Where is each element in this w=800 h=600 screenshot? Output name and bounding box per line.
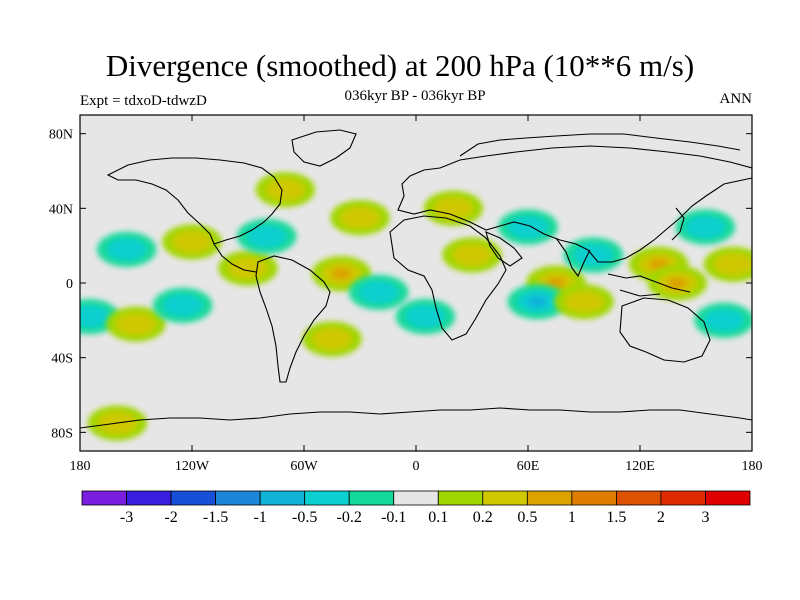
x-axis-ticks: 180 120W 60W 0 60E 120E 180 bbox=[70, 115, 763, 474]
colorbar-swatch bbox=[616, 490, 662, 506]
anomaly-region bbox=[694, 302, 752, 338]
colorbar-swatch bbox=[705, 490, 751, 506]
anomaly-region bbox=[675, 209, 736, 245]
anomaly-region bbox=[330, 200, 390, 236]
y-tick-label: 40S bbox=[51, 352, 73, 367]
anomaly-region bbox=[96, 231, 157, 267]
coastline-japan bbox=[671, 207, 685, 241]
colorbar-swatch bbox=[482, 490, 528, 506]
anomaly-region bbox=[507, 284, 568, 320]
anomaly-region bbox=[162, 224, 222, 260]
colorbar-swatch bbox=[259, 490, 306, 506]
colorbar-swatch bbox=[571, 490, 617, 506]
coastline-maritime-continent bbox=[607, 273, 691, 297]
anomaly-region bbox=[395, 299, 456, 335]
coastline-central-america bbox=[213, 243, 257, 273]
coastline-australia bbox=[619, 297, 711, 363]
coastline-eurasia bbox=[397, 145, 752, 263]
anomaly-region bbox=[348, 274, 409, 310]
divergence-field bbox=[80, 172, 752, 441]
coastline-india bbox=[555, 237, 591, 278]
colorbar-swatch bbox=[526, 490, 573, 506]
colorbar-swatch bbox=[304, 490, 350, 506]
y-tick-label: 0 bbox=[66, 277, 73, 292]
colorbar-label: -2 bbox=[164, 509, 177, 526]
colorbar-swatch bbox=[170, 490, 216, 506]
x-tick-label: 60E bbox=[517, 459, 540, 474]
colorbar-swatch bbox=[215, 490, 261, 506]
colorbar-label: 3 bbox=[701, 509, 709, 526]
coastline-south-america bbox=[255, 255, 331, 383]
colorbar-label: 1 bbox=[568, 509, 576, 526]
colorbar-swatch bbox=[437, 490, 484, 506]
anomaly-region bbox=[106, 306, 166, 342]
colorbar-label: -3 bbox=[120, 509, 133, 526]
anomaly-region bbox=[302, 321, 362, 357]
colorbar-label: -1.5 bbox=[203, 509, 228, 526]
anomaly-region bbox=[498, 209, 558, 245]
y-tick-label: 80N bbox=[49, 128, 73, 143]
colorbar-swatch bbox=[126, 490, 172, 506]
colorbar-label: -1 bbox=[253, 509, 266, 526]
anomaly-region bbox=[218, 250, 278, 286]
anomaly-region bbox=[703, 246, 752, 282]
anomaly-region bbox=[442, 237, 502, 273]
coastline-africa bbox=[389, 215, 507, 341]
colorbar-label: 0.1 bbox=[428, 509, 448, 526]
colorbar-label: 1.5 bbox=[606, 509, 626, 526]
season-label: ANN bbox=[719, 91, 753, 107]
map-title: Divergence (smoothed) at 200 hPa (10**6 … bbox=[105, 48, 695, 83]
x-tick-label: 180 bbox=[742, 459, 763, 474]
x-tick-label: 120W bbox=[175, 459, 210, 474]
coastline-greenland bbox=[291, 129, 357, 167]
y-tick-label: 80S bbox=[51, 426, 73, 441]
x-tick-label: 0 bbox=[413, 459, 420, 474]
anomaly-region bbox=[152, 287, 213, 323]
map-background bbox=[80, 115, 752, 451]
colorbar-swatch bbox=[348, 490, 395, 506]
colorbar-label: 2 bbox=[657, 509, 665, 526]
x-tick-label: 60W bbox=[290, 459, 318, 474]
anomaly-region bbox=[647, 265, 708, 301]
experiment-label: Expt = tdxoD-tdwzD bbox=[80, 93, 207, 109]
colorbar-swatch bbox=[660, 490, 706, 506]
coastlines bbox=[80, 129, 752, 429]
colorbar-swatch bbox=[393, 490, 439, 506]
x-tick-label: 120E bbox=[625, 459, 655, 474]
anomaly-region bbox=[563, 237, 624, 273]
colorbar-label: 0.5 bbox=[517, 509, 537, 526]
coastline-north-america bbox=[106, 157, 283, 245]
anomaly-region bbox=[554, 284, 614, 320]
y-tick-label: 40N bbox=[49, 202, 73, 217]
coastline-siberian-coast bbox=[459, 133, 741, 157]
colorbar: -3 -2 -1.5 -1 -0.5 -0.2 -0.1 0.1 0.2 0.5 1 1.5 2 3 bbox=[81, 490, 751, 526]
coastline-antarctica bbox=[80, 407, 752, 429]
y-axis-ticks: 80N 40N 0 40S 80S bbox=[49, 128, 752, 441]
colorbar-label: -0.2 bbox=[337, 509, 362, 526]
x-tick-label: 180 bbox=[70, 459, 91, 474]
anomaly-region bbox=[236, 218, 297, 254]
map-subtitle: 036kyr BP - 036kyr BP bbox=[344, 88, 486, 104]
colorbar-swatch bbox=[81, 490, 127, 506]
coastline-arabia bbox=[485, 231, 523, 267]
colorbar-label: 0.2 bbox=[473, 509, 493, 526]
colorbar-label: -0.1 bbox=[381, 509, 406, 526]
colorbar-label: -0.5 bbox=[292, 509, 317, 526]
anomaly-region bbox=[255, 172, 316, 208]
